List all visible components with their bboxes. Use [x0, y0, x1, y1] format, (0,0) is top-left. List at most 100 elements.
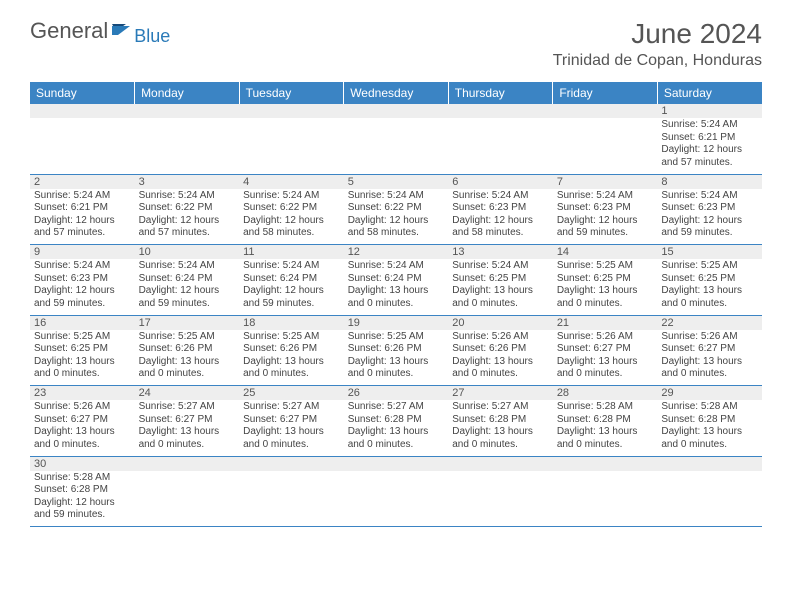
day-cell: Sunrise: 5:24 AMSunset: 6:25 PMDaylight:…	[448, 259, 553, 315]
empty-cell	[553, 471, 658, 527]
day-number-cell: 29	[657, 386, 762, 401]
weekday-header: Friday	[553, 82, 658, 104]
day-number-cell: 20	[448, 315, 553, 330]
empty-cell	[239, 456, 344, 471]
flag-icon	[112, 22, 134, 38]
empty-cell	[239, 118, 344, 174]
day-cell: Sunrise: 5:24 AMSunset: 6:22 PMDaylight:…	[135, 189, 240, 245]
day-cell: Sunrise: 5:28 AMSunset: 6:28 PMDaylight:…	[30, 471, 135, 527]
day-number-cell: 10	[135, 245, 240, 260]
day-number-cell: 30	[30, 456, 135, 471]
empty-cell	[657, 456, 762, 471]
content-row: Sunrise: 5:24 AMSunset: 6:21 PMDaylight:…	[30, 189, 762, 245]
title-block: June 2024 Trinidad de Copan, Honduras	[553, 18, 762, 70]
day-number-cell: 11	[239, 245, 344, 260]
day-number-cell: 4	[239, 174, 344, 189]
logo: General Blue	[30, 18, 170, 44]
month-title: June 2024	[553, 18, 762, 50]
day-number-cell: 2	[30, 174, 135, 189]
day-number-cell: 6	[448, 174, 553, 189]
day-number-cell: 7	[553, 174, 658, 189]
weekday-header: Wednesday	[344, 82, 449, 104]
empty-cell	[344, 456, 449, 471]
day-number-cell: 28	[553, 386, 658, 401]
empty-cell	[553, 104, 658, 118]
day-cell: Sunrise: 5:27 AMSunset: 6:28 PMDaylight:…	[344, 400, 449, 456]
day-number-cell: 19	[344, 315, 449, 330]
day-cell: Sunrise: 5:27 AMSunset: 6:28 PMDaylight:…	[448, 400, 553, 456]
day-number-cell: 13	[448, 245, 553, 260]
empty-cell	[448, 104, 553, 118]
daynum-row: 23242526272829	[30, 386, 762, 401]
weekday-header: Monday	[135, 82, 240, 104]
day-cell: Sunrise: 5:26 AMSunset: 6:26 PMDaylight:…	[448, 330, 553, 386]
daynum-row: 9101112131415	[30, 245, 762, 260]
empty-cell	[30, 104, 135, 118]
empty-cell	[30, 118, 135, 174]
day-cell: Sunrise: 5:24 AMSunset: 6:23 PMDaylight:…	[30, 259, 135, 315]
calendar-table: SundayMondayTuesdayWednesdayThursdayFrid…	[30, 82, 762, 527]
empty-cell	[135, 471, 240, 527]
day-cell: Sunrise: 5:24 AMSunset: 6:23 PMDaylight:…	[657, 189, 762, 245]
weekday-header: Sunday	[30, 82, 135, 104]
day-number-cell: 27	[448, 386, 553, 401]
day-number-cell: 25	[239, 386, 344, 401]
day-number-cell: 8	[657, 174, 762, 189]
daynum-row: 30	[30, 456, 762, 471]
empty-cell	[344, 118, 449, 174]
day-cell: Sunrise: 5:28 AMSunset: 6:28 PMDaylight:…	[553, 400, 658, 456]
empty-cell	[344, 471, 449, 527]
logo-text-general: General	[30, 18, 108, 44]
weekday-header: Thursday	[448, 82, 553, 104]
day-cell: Sunrise: 5:24 AMSunset: 6:24 PMDaylight:…	[344, 259, 449, 315]
day-cell: Sunrise: 5:24 AMSunset: 6:23 PMDaylight:…	[448, 189, 553, 245]
day-number-cell: 1	[657, 104, 762, 118]
day-number-cell: 24	[135, 386, 240, 401]
content-row: Sunrise: 5:24 AMSunset: 6:23 PMDaylight:…	[30, 259, 762, 315]
empty-cell	[448, 456, 553, 471]
empty-cell	[344, 104, 449, 118]
day-number-cell: 23	[30, 386, 135, 401]
day-number-cell: 15	[657, 245, 762, 260]
day-number-cell: 14	[553, 245, 658, 260]
day-cell: Sunrise: 5:24 AMSunset: 6:22 PMDaylight:…	[344, 189, 449, 245]
content-row: Sunrise: 5:25 AMSunset: 6:25 PMDaylight:…	[30, 330, 762, 386]
day-number-cell: 26	[344, 386, 449, 401]
day-cell: Sunrise: 5:25 AMSunset: 6:26 PMDaylight:…	[135, 330, 240, 386]
day-cell: Sunrise: 5:27 AMSunset: 6:27 PMDaylight:…	[135, 400, 240, 456]
day-cell: Sunrise: 5:24 AMSunset: 6:23 PMDaylight:…	[553, 189, 658, 245]
weekday-header: Saturday	[657, 82, 762, 104]
day-number-cell: 22	[657, 315, 762, 330]
daynum-row: 2345678	[30, 174, 762, 189]
day-cell: Sunrise: 5:26 AMSunset: 6:27 PMDaylight:…	[657, 330, 762, 386]
empty-cell	[657, 471, 762, 527]
daynum-row: 1	[30, 104, 762, 118]
empty-cell	[135, 104, 240, 118]
content-row: Sunrise: 5:28 AMSunset: 6:28 PMDaylight:…	[30, 471, 762, 527]
day-cell: Sunrise: 5:25 AMSunset: 6:25 PMDaylight:…	[30, 330, 135, 386]
day-cell: Sunrise: 5:24 AMSunset: 6:24 PMDaylight:…	[239, 259, 344, 315]
day-cell: Sunrise: 5:26 AMSunset: 6:27 PMDaylight:…	[553, 330, 658, 386]
location: Trinidad de Copan, Honduras	[553, 52, 762, 70]
empty-cell	[553, 118, 658, 174]
day-number-cell: 21	[553, 315, 658, 330]
weekday-header-row: SundayMondayTuesdayWednesdayThursdayFrid…	[30, 82, 762, 104]
day-cell: Sunrise: 5:27 AMSunset: 6:27 PMDaylight:…	[239, 400, 344, 456]
day-cell: Sunrise: 5:24 AMSunset: 6:24 PMDaylight:…	[135, 259, 240, 315]
day-number-cell: 9	[30, 245, 135, 260]
day-cell: Sunrise: 5:26 AMSunset: 6:27 PMDaylight:…	[30, 400, 135, 456]
empty-cell	[239, 104, 344, 118]
empty-cell	[135, 118, 240, 174]
day-cell: Sunrise: 5:25 AMSunset: 6:25 PMDaylight:…	[657, 259, 762, 315]
day-cell: Sunrise: 5:24 AMSunset: 6:21 PMDaylight:…	[30, 189, 135, 245]
day-number-cell: 18	[239, 315, 344, 330]
day-cell: Sunrise: 5:24 AMSunset: 6:21 PMDaylight:…	[657, 118, 762, 174]
empty-cell	[239, 471, 344, 527]
day-cell: Sunrise: 5:24 AMSunset: 6:22 PMDaylight:…	[239, 189, 344, 245]
day-number-cell: 5	[344, 174, 449, 189]
daynum-row: 16171819202122	[30, 315, 762, 330]
content-row: Sunrise: 5:26 AMSunset: 6:27 PMDaylight:…	[30, 400, 762, 456]
day-number-cell: 17	[135, 315, 240, 330]
day-number-cell: 12	[344, 245, 449, 260]
day-cell: Sunrise: 5:25 AMSunset: 6:26 PMDaylight:…	[239, 330, 344, 386]
